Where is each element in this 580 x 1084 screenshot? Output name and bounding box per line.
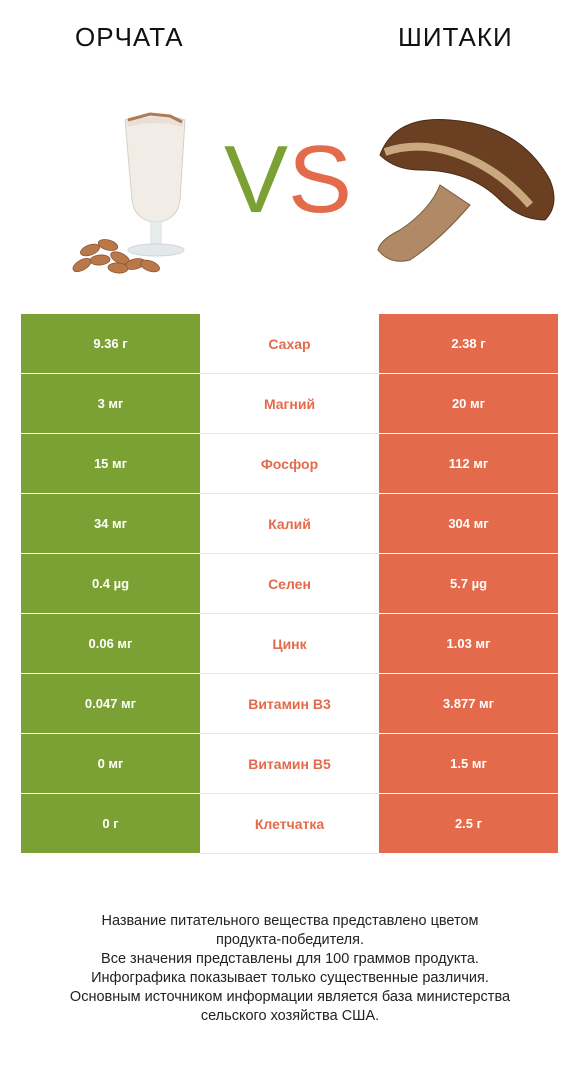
right-value: 1.5 мг	[379, 734, 558, 794]
hero-illustrations	[72, 112, 555, 274]
left-value: 0 г	[21, 794, 200, 854]
left-value: 34 мг	[21, 494, 200, 554]
table-row: 15 мг Фосфор 112 мг	[21, 434, 558, 494]
nutrient-label: Витамин B3	[200, 674, 379, 734]
right-value: 112 мг	[379, 434, 558, 494]
left-value: 15 мг	[21, 434, 200, 494]
right-value: 20 мг	[379, 374, 558, 434]
right-value: 304 мг	[379, 494, 558, 554]
left-value: 0.4 µg	[21, 554, 200, 614]
footer-line: сельского хозяйства США.	[200, 1008, 380, 1024]
nutrient-label: Сахар	[200, 314, 379, 374]
footer-line: Название питательного вещества представл…	[101, 913, 479, 929]
table-row: 0.047 мг Витамин B3 3.877 мг	[21, 674, 558, 734]
footer-line: Все значения представлены для 100 граммо…	[101, 951, 479, 967]
nutrient-label: Калий	[200, 494, 379, 554]
left-value: 0 мг	[21, 734, 200, 794]
right-value: 2.5 г	[379, 794, 558, 854]
right-value: 5.7 µg	[379, 554, 558, 614]
right-value: 1.03 мг	[379, 614, 558, 674]
right-product-title: ШИТАКИ	[398, 22, 513, 52]
table-row: 0 г Клетчатка 2.5 г	[21, 794, 558, 854]
left-value: 0.06 мг	[21, 614, 200, 674]
footer-line: продукта-победителя.	[215, 932, 365, 948]
horchata-glass-image	[72, 112, 186, 274]
table-row: 34 мг Калий 304 мг	[21, 494, 558, 554]
nutrient-label: Клетчатка	[200, 794, 379, 854]
right-value: 3.877 мг	[379, 674, 558, 734]
nutrient-label: Селен	[200, 554, 379, 614]
table-row: 0.06 мг Цинк 1.03 мг	[21, 614, 558, 674]
vs-s-letter: S	[288, 126, 353, 233]
nutrient-label: Цинк	[200, 614, 379, 674]
table-row: 3 мг Магний 20 мг	[21, 374, 558, 434]
footer-notes: Название питательного вещества представл…	[0, 912, 580, 1026]
right-value: 2.38 г	[379, 314, 558, 374]
vs-v-letter: V	[224, 126, 289, 233]
left-value: 0.047 мг	[21, 674, 200, 734]
comparison-table: 9.36 г Сахар 2.38 г 3 мг Магний 20 мг 15…	[21, 314, 558, 854]
shiitake-mushroom-image	[377, 118, 555, 262]
footer-line: Основным источником информации является …	[69, 989, 511, 1005]
vs-label: VS	[224, 132, 352, 228]
table-row: 0 мг Витамин B5 1.5 мг	[21, 734, 558, 794]
nutrient-label: Фосфор	[200, 434, 379, 494]
left-value: 3 мг	[21, 374, 200, 434]
nutrient-label: Магний	[200, 374, 379, 434]
footer-line: Инфографика показывает только существенн…	[91, 970, 489, 986]
left-product-title: ОРЧАТА	[75, 22, 184, 52]
table-row: 0.4 µg Селен 5.7 µg	[21, 554, 558, 614]
table-row: 9.36 г Сахар 2.38 г	[21, 314, 558, 374]
nutrient-label: Витамин B5	[200, 734, 379, 794]
left-value: 9.36 г	[21, 314, 200, 374]
